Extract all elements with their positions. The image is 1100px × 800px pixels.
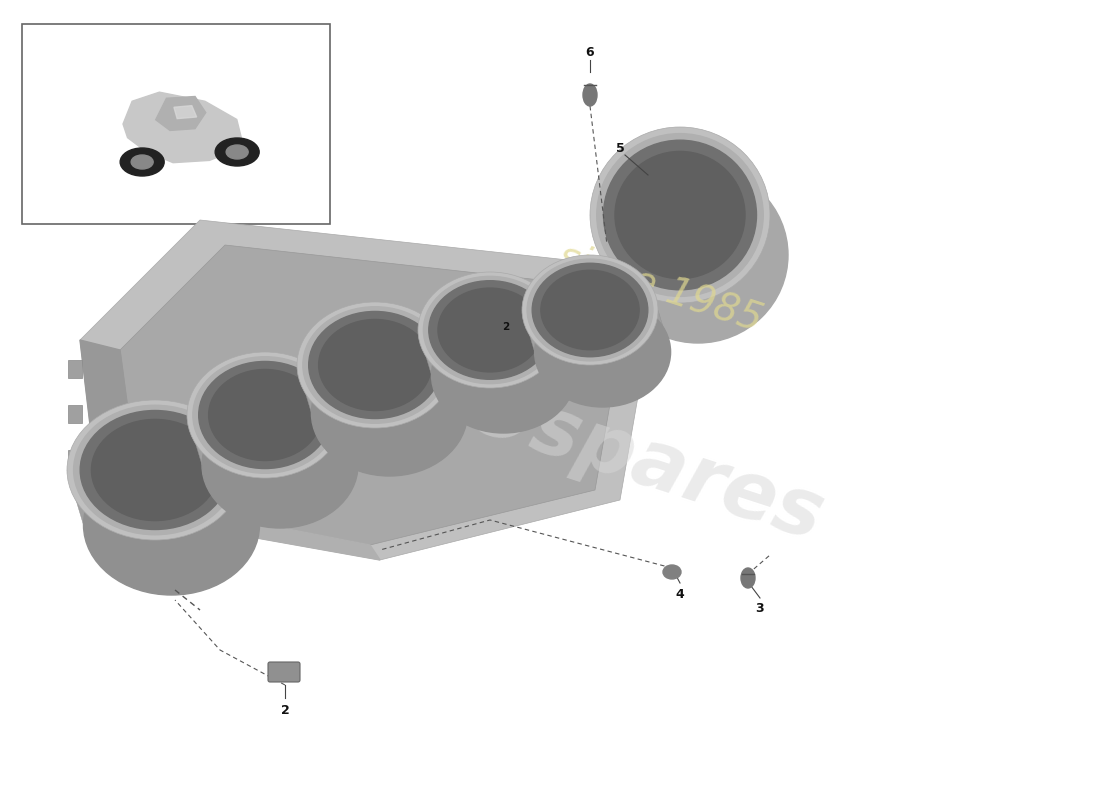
- FancyBboxPatch shape: [268, 662, 300, 682]
- Ellipse shape: [583, 84, 597, 106]
- Ellipse shape: [192, 357, 337, 474]
- Ellipse shape: [202, 402, 358, 528]
- Ellipse shape: [590, 127, 770, 303]
- Text: 2: 2: [280, 703, 289, 717]
- Ellipse shape: [535, 297, 671, 407]
- Ellipse shape: [541, 270, 639, 350]
- Ellipse shape: [438, 288, 542, 372]
- Ellipse shape: [522, 255, 658, 365]
- Text: eurOspares: eurOspares: [311, 322, 833, 558]
- Polygon shape: [187, 415, 358, 465]
- Ellipse shape: [120, 148, 164, 176]
- Ellipse shape: [74, 406, 236, 534]
- Ellipse shape: [216, 138, 260, 166]
- Ellipse shape: [532, 263, 648, 357]
- Ellipse shape: [527, 259, 653, 361]
- Ellipse shape: [302, 306, 447, 423]
- Text: 2: 2: [502, 322, 509, 332]
- Text: since 1985: since 1985: [553, 237, 767, 339]
- Polygon shape: [100, 500, 380, 560]
- Ellipse shape: [311, 350, 468, 476]
- Ellipse shape: [84, 455, 260, 595]
- Polygon shape: [590, 215, 788, 255]
- Ellipse shape: [309, 311, 441, 418]
- Ellipse shape: [604, 140, 757, 290]
- Text: 3: 3: [756, 602, 764, 614]
- Ellipse shape: [199, 362, 331, 469]
- Polygon shape: [156, 97, 206, 130]
- Polygon shape: [522, 310, 671, 352]
- Polygon shape: [67, 470, 260, 525]
- Ellipse shape: [297, 302, 453, 428]
- Ellipse shape: [741, 568, 755, 588]
- Ellipse shape: [91, 419, 219, 521]
- Bar: [22, 24, 330, 224]
- Polygon shape: [625, 308, 685, 328]
- Bar: [496, 316, 526, 341]
- Text: 1: 1: [526, 289, 535, 302]
- Ellipse shape: [608, 167, 788, 343]
- Ellipse shape: [615, 151, 745, 278]
- Ellipse shape: [429, 281, 551, 379]
- Polygon shape: [68, 360, 82, 378]
- Ellipse shape: [67, 400, 243, 540]
- Text: 5: 5: [616, 142, 625, 154]
- Ellipse shape: [424, 276, 557, 384]
- Ellipse shape: [319, 319, 431, 410]
- Polygon shape: [80, 220, 660, 560]
- Ellipse shape: [80, 410, 230, 530]
- Text: 6: 6: [585, 46, 594, 58]
- Ellipse shape: [227, 145, 249, 159]
- Polygon shape: [297, 365, 468, 413]
- Ellipse shape: [187, 352, 343, 478]
- Text: a passion for parts: a passion for parts: [378, 298, 634, 406]
- Ellipse shape: [131, 155, 153, 169]
- Ellipse shape: [418, 272, 562, 388]
- Ellipse shape: [209, 370, 321, 461]
- Ellipse shape: [596, 134, 763, 296]
- Polygon shape: [418, 330, 575, 375]
- Text: 4: 4: [675, 589, 684, 602]
- Polygon shape: [80, 340, 140, 510]
- Polygon shape: [68, 450, 82, 468]
- Ellipse shape: [663, 565, 681, 579]
- Ellipse shape: [431, 317, 575, 433]
- Polygon shape: [120, 245, 630, 545]
- Polygon shape: [68, 405, 82, 423]
- Polygon shape: [174, 106, 197, 118]
- Polygon shape: [123, 92, 241, 162]
